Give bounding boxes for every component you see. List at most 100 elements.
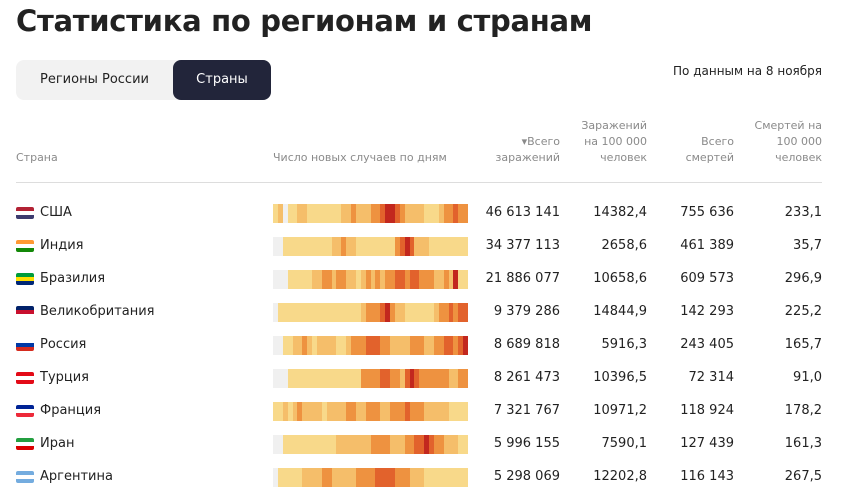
heatmap-cell: [360, 435, 366, 454]
heatmap-cell: [307, 402, 312, 421]
cases-per-100k: 14382,4: [593, 205, 647, 220]
cases-per-100k: 5916,3: [601, 337, 648, 352]
heatmap-cell: [453, 303, 459, 322]
heatmap-cell: [409, 468, 415, 487]
heatmap-cell: [355, 204, 361, 223]
table-row[interactable]: Бразилия 21 886 077 10658,6 609 573 296,…: [16, 269, 822, 289]
header-chart: Число новых случаев по дням: [273, 151, 447, 164]
heatmap-cell: [404, 336, 410, 355]
table-row[interactable]: Россия 8 689 818 5916,3 243 405 165,7: [16, 335, 822, 355]
header-cases-per-100k[interactable]: Заражений на 100 000 человек: [581, 119, 647, 164]
header-deaths-per-100k[interactable]: Смертей на 100 000 человек: [754, 119, 822, 164]
heatmap-cell: [307, 303, 312, 322]
heatmap-cell: [414, 336, 420, 355]
heatmap-cell: [394, 336, 400, 355]
heatmap-cell: [394, 468, 400, 487]
header-total-deaths[interactable]: Всего смертей: [685, 135, 734, 164]
heatmap-cell: [292, 204, 298, 223]
heatmap-cell: [307, 270, 312, 289]
heatmap-cell: [399, 336, 405, 355]
heatmap-cell: [453, 336, 459, 355]
heatmap-cell: [404, 468, 410, 487]
tab-russia-regions[interactable]: Регионы России: [40, 72, 149, 87]
heatmap-cell: [438, 402, 444, 421]
table-row[interactable]: США 46 613 141 14382,4 755 636 233,1: [16, 203, 822, 223]
heatmap-cell: [463, 435, 468, 454]
heatmap-cell: [312, 468, 317, 487]
heatmap-cell: [326, 336, 332, 355]
heatmap-cell: [287, 336, 293, 355]
heatmap-cell: [375, 270, 381, 289]
heatmap-cell: [443, 270, 449, 289]
heatmap-cell: [385, 402, 390, 421]
heatmap-cell: [346, 435, 351, 454]
heatmap-cell: [341, 435, 347, 454]
heatmap-cell: [385, 435, 390, 454]
table-row[interactable]: Турция 8 261 473 10396,5 72 314 91,0: [16, 368, 822, 388]
daily-cases-heatmap: [273, 303, 468, 322]
heatmap-cell: [282, 237, 288, 256]
deaths-per-100k: 91,0: [793, 370, 822, 385]
heatmap-cell: [287, 237, 293, 256]
total-cases: 5 996 155: [493, 436, 560, 451]
heatmap-cell: [370, 270, 376, 289]
heatmap-cell: [351, 369, 356, 388]
heatmap-cell: [277, 237, 283, 256]
heatmap-cell: [341, 336, 347, 355]
table-row[interactable]: Индия 34 377 113 2658,6 461 389 35,7: [16, 236, 822, 256]
heatmap-cell: [292, 303, 298, 322]
heatmap-cell: [321, 303, 327, 322]
heatmap-cell: [312, 435, 317, 454]
tab-countries[interactable]: Страны: [173, 60, 271, 100]
heatmap-cell: [287, 204, 293, 223]
heatmap-cell: [297, 369, 303, 388]
heatmap-cell: [307, 468, 312, 487]
daily-cases-heatmap: [273, 369, 468, 388]
heatmap-cell: [321, 369, 327, 388]
heatmap-cell: [429, 270, 434, 289]
flag-icon: [16, 372, 34, 384]
daily-cases-heatmap: [273, 237, 468, 256]
header-country[interactable]: Страна: [16, 151, 58, 164]
heatmap-cell: [390, 303, 395, 322]
table-row[interactable]: Иран 5 996 155 7590,1 127 439 161,3: [16, 434, 822, 454]
table-row[interactable]: Аргентина 5 298 069 12202,8 116 143 267,…: [16, 467, 822, 487]
heatmap-cell: [360, 369, 366, 388]
heatmap-cell: [321, 468, 327, 487]
total-deaths: 72 314: [688, 370, 735, 385]
heatmap-cell: [365, 402, 371, 421]
heatmap-cell: [394, 237, 400, 256]
heatmap-cell: [336, 336, 342, 355]
heatmap-cell: [404, 270, 410, 289]
header-divider: [16, 182, 822, 183]
table-row[interactable]: Франция 7 321 767 10971,2 118 924 178,2: [16, 401, 822, 421]
heatmap-cell: [394, 303, 400, 322]
heatmap-cell: [326, 435, 332, 454]
total-deaths: 755 636: [680, 205, 734, 220]
header-total-cases[interactable]: ▾Всего заражений: [495, 135, 560, 164]
heatmap-cell: [390, 204, 395, 223]
cases-per-100k: 10971,2: [593, 403, 647, 418]
heatmap-cell: [448, 303, 454, 322]
deaths-per-100k: 35,7: [793, 238, 822, 253]
heatmap-cell: [448, 336, 454, 355]
heatmap-cell: [365, 237, 371, 256]
heatmap-cell: [404, 237, 410, 256]
heatmap-cell: [424, 468, 429, 487]
heatmap-cell: [292, 270, 298, 289]
heatmap-cell: [307, 435, 312, 454]
heatmap-cell: [355, 270, 361, 289]
table-row[interactable]: Великобритания 9 379 286 14844,9 142 293…: [16, 302, 822, 322]
heatmap-cell: [385, 270, 390, 289]
heatmap-cell: [370, 303, 376, 322]
heatmap-cell: [316, 468, 322, 487]
heatmap-cell: [429, 435, 434, 454]
heatmap-cell: [287, 402, 293, 421]
heatmap-cell: [287, 270, 293, 289]
heatmap-cell: [380, 402, 386, 421]
heatmap-cell: [375, 303, 381, 322]
heatmap-cell: [414, 468, 420, 487]
heatmap-cell: [360, 270, 366, 289]
heatmap-cell: [273, 237, 278, 256]
heatmap-cell: [424, 369, 429, 388]
